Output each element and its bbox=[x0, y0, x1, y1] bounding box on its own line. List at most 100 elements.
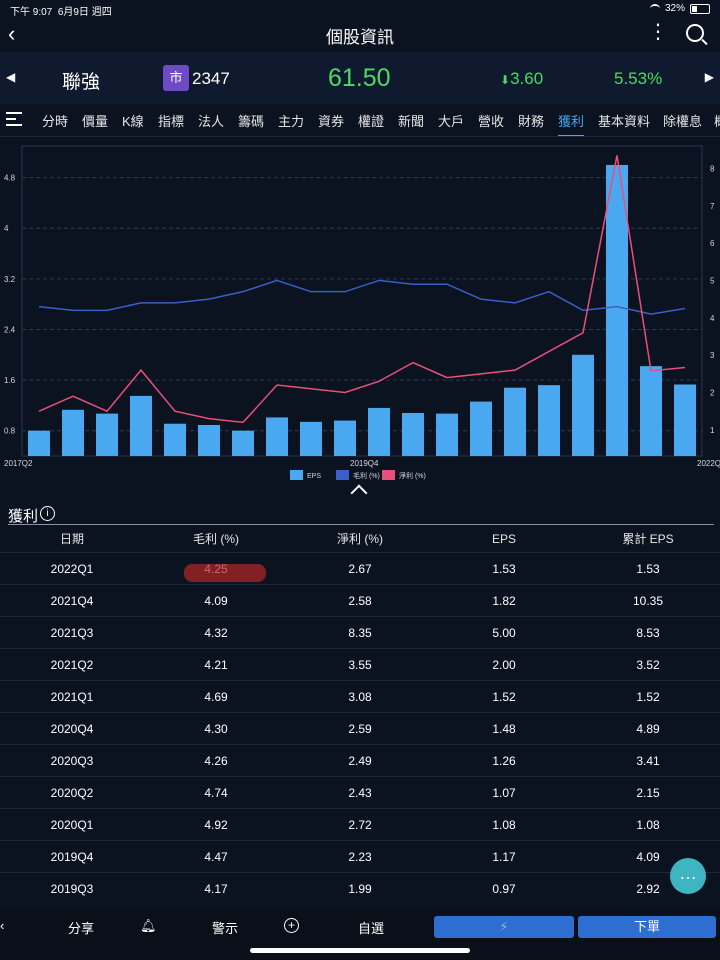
table-cell: 2021Q3 bbox=[50, 625, 94, 640]
table-cell: 2020Q4 bbox=[50, 721, 94, 736]
tab-7[interactable]: 資券 bbox=[318, 114, 345, 129]
table-row[interactable]: 2020Q1 4.92 2.72 1.08 1.08 bbox=[0, 808, 720, 840]
table-row[interactable]: 2021Q4 4.09 2.58 1.82 10.35 bbox=[0, 584, 720, 616]
tab-15[interactable]: 除權息 bbox=[663, 114, 703, 129]
more-actions-button[interactable]: … bbox=[670, 858, 706, 894]
stock-code: 2347 bbox=[192, 69, 230, 88]
table-cell: 1.26 bbox=[492, 753, 516, 768]
more-vertical-icon[interactable]: ⋮ bbox=[648, 21, 668, 43]
table-cell: 1.82 bbox=[492, 593, 516, 608]
next-stock-icon[interactable]: ▶ bbox=[704, 70, 714, 84]
tab-6[interactable]: 主力 bbox=[278, 114, 305, 129]
table-row[interactable]: 2020Q4 4.30 2.59 1.48 4.89 bbox=[0, 712, 720, 744]
add-circle-icon[interactable]: + bbox=[284, 918, 299, 933]
info-icon[interactable]: i bbox=[40, 506, 55, 521]
table-cell: 4.21 bbox=[204, 657, 228, 672]
table-row[interactable]: 2021Q3 4.32 8.35 5.00 8.53 bbox=[0, 616, 720, 648]
table-row[interactable]: 2022Q14.252.671.531.53 bbox=[0, 552, 720, 584]
tab-3[interactable]: 指標 bbox=[158, 114, 185, 129]
table-row[interactable]: 2020Q2 4.74 2.43 1.07 2.15 bbox=[0, 776, 720, 808]
table-cell: 1.07 bbox=[492, 785, 516, 800]
table-row[interactable]: 2021Q2 4.21 3.55 2.00 3.52 bbox=[0, 648, 720, 680]
table-cell: 3.55 bbox=[348, 657, 372, 672]
status-right: 32% bbox=[649, 3, 710, 14]
table-row[interactable]: 2019Q3 4.17 1.99 0.97 2.92 bbox=[0, 872, 720, 904]
column-header: EPS bbox=[491, 531, 516, 546]
prev-stock-icon[interactable]: ◀ bbox=[6, 70, 16, 84]
back-icon[interactable]: ‹ bbox=[8, 21, 16, 46]
tab-9[interactable]: 新聞 bbox=[398, 114, 425, 129]
tab-11[interactable]: 營收 bbox=[478, 114, 505, 129]
share-icon[interactable]: ‹ bbox=[0, 918, 5, 933]
tab-10[interactable]: 大戶 bbox=[438, 114, 465, 129]
page-title: 個股資訊 bbox=[326, 28, 394, 47]
tab-14[interactable]: 基本資料 bbox=[598, 114, 651, 129]
table-cell: 2.43 bbox=[348, 785, 372, 800]
right-tick-label: 3 bbox=[710, 351, 715, 360]
tab-13[interactable]: 獲利 bbox=[558, 111, 585, 136]
chart-svg: 0.8 1.6 2.4 3.2 4 4.8 1 2 3 4 5 6 7 8 2017Q2 2019Q4 2022… bbox=[4, 145, 720, 480]
tab-5[interactable]: 籌碼 bbox=[238, 114, 265, 129]
table-cell: 0.97 bbox=[492, 881, 516, 896]
tab-12[interactable]: 財務 bbox=[518, 114, 545, 129]
table-cell: 2.58 bbox=[348, 593, 372, 608]
tab-4[interactable]: 法人 bbox=[198, 114, 225, 129]
legend-swatch bbox=[290, 470, 303, 480]
eps-bar bbox=[96, 413, 118, 456]
table-row[interactable]: 2021Q1 4.69 3.08 1.52 1.52 bbox=[0, 680, 720, 712]
table-cell: 2021Q1 bbox=[50, 689, 94, 704]
table-cell: 4.92 bbox=[204, 817, 228, 832]
table-cell: 8.35 bbox=[348, 625, 372, 640]
eps-bar bbox=[606, 164, 628, 456]
eps-bar bbox=[198, 425, 220, 456]
watchlist-button[interactable]: 自選 bbox=[358, 921, 385, 936]
left-tick-label: 4.8 bbox=[4, 174, 16, 183]
tab-0[interactable]: 分時 bbox=[42, 114, 69, 129]
gross-margin-line bbox=[38, 279, 686, 315]
column-header: 淨利 (%) bbox=[337, 532, 383, 546]
column-header: 累計 EPS bbox=[622, 532, 674, 546]
net-margin-line bbox=[38, 155, 686, 424]
share-button[interactable]: 分享 bbox=[68, 921, 95, 936]
battery-percent: 32% bbox=[664, 3, 685, 14]
eps-bar bbox=[130, 395, 152, 456]
legend-label: 淨利 (%) bbox=[399, 471, 426, 480]
search-icon[interactable] bbox=[686, 24, 704, 42]
table-cell: 2.49 bbox=[348, 753, 372, 768]
table-cell: 2020Q1 bbox=[50, 817, 94, 832]
stock-name: 聯強 bbox=[62, 72, 101, 93]
table-cell: 1.52 bbox=[636, 689, 660, 704]
table-cell: 2021Q2 bbox=[50, 657, 94, 672]
column-header: 日期 bbox=[59, 532, 84, 546]
table-body: 2022Q14.252.671.531.532021Q44.092.581.82… bbox=[0, 552, 720, 904]
eps-bar bbox=[368, 407, 390, 456]
price-change-value: 3.60 bbox=[510, 69, 544, 88]
tab-8[interactable]: 權證 bbox=[358, 114, 385, 129]
status-date: 6月9日 週四 bbox=[57, 7, 112, 18]
tab-16[interactable]: 概 bbox=[714, 111, 720, 130]
left-tick-label: 1.6 bbox=[4, 376, 16, 385]
wifi-icon bbox=[649, 4, 660, 13]
table-row[interactable]: 2019Q4 4.47 2.23 1.17 4.09 bbox=[0, 840, 720, 872]
tab-1[interactable]: 價量 bbox=[82, 114, 109, 129]
flash-order-button[interactable]: ⚡ bbox=[434, 916, 574, 938]
table-cell: 4.09 bbox=[204, 593, 228, 608]
table-row[interactable]: 2020Q3 4.26 2.49 1.26 3.41 bbox=[0, 744, 720, 776]
place-order-button[interactable]: 下單 bbox=[578, 916, 716, 938]
tab-2[interactable]: K線 bbox=[122, 114, 144, 129]
table-cell: 1.53 bbox=[636, 561, 660, 576]
quote-bar: ◀ 聯強 市 2347 61.50 ⬇3.60 5.53% ▶ bbox=[0, 52, 720, 104]
tab-menu-icon[interactable] bbox=[6, 112, 22, 126]
right-tick-label: 4 bbox=[710, 314, 715, 323]
table-cell: 2019Q4 bbox=[50, 849, 94, 864]
eps-bar bbox=[504, 387, 526, 456]
legend-swatch bbox=[382, 470, 395, 480]
eps-bar bbox=[402, 412, 424, 456]
section-divider bbox=[8, 524, 714, 525]
table-header: 日期 毛利 (%) 淨利 (%) EPS 累計 EPS bbox=[0, 525, 720, 552]
table-cell: 2020Q2 bbox=[50, 785, 94, 800]
alert-button[interactable]: 警示 bbox=[212, 921, 239, 936]
bell-icon[interactable]: 🔔︎ bbox=[140, 918, 157, 933]
right-tick-label: 5 bbox=[710, 276, 715, 285]
